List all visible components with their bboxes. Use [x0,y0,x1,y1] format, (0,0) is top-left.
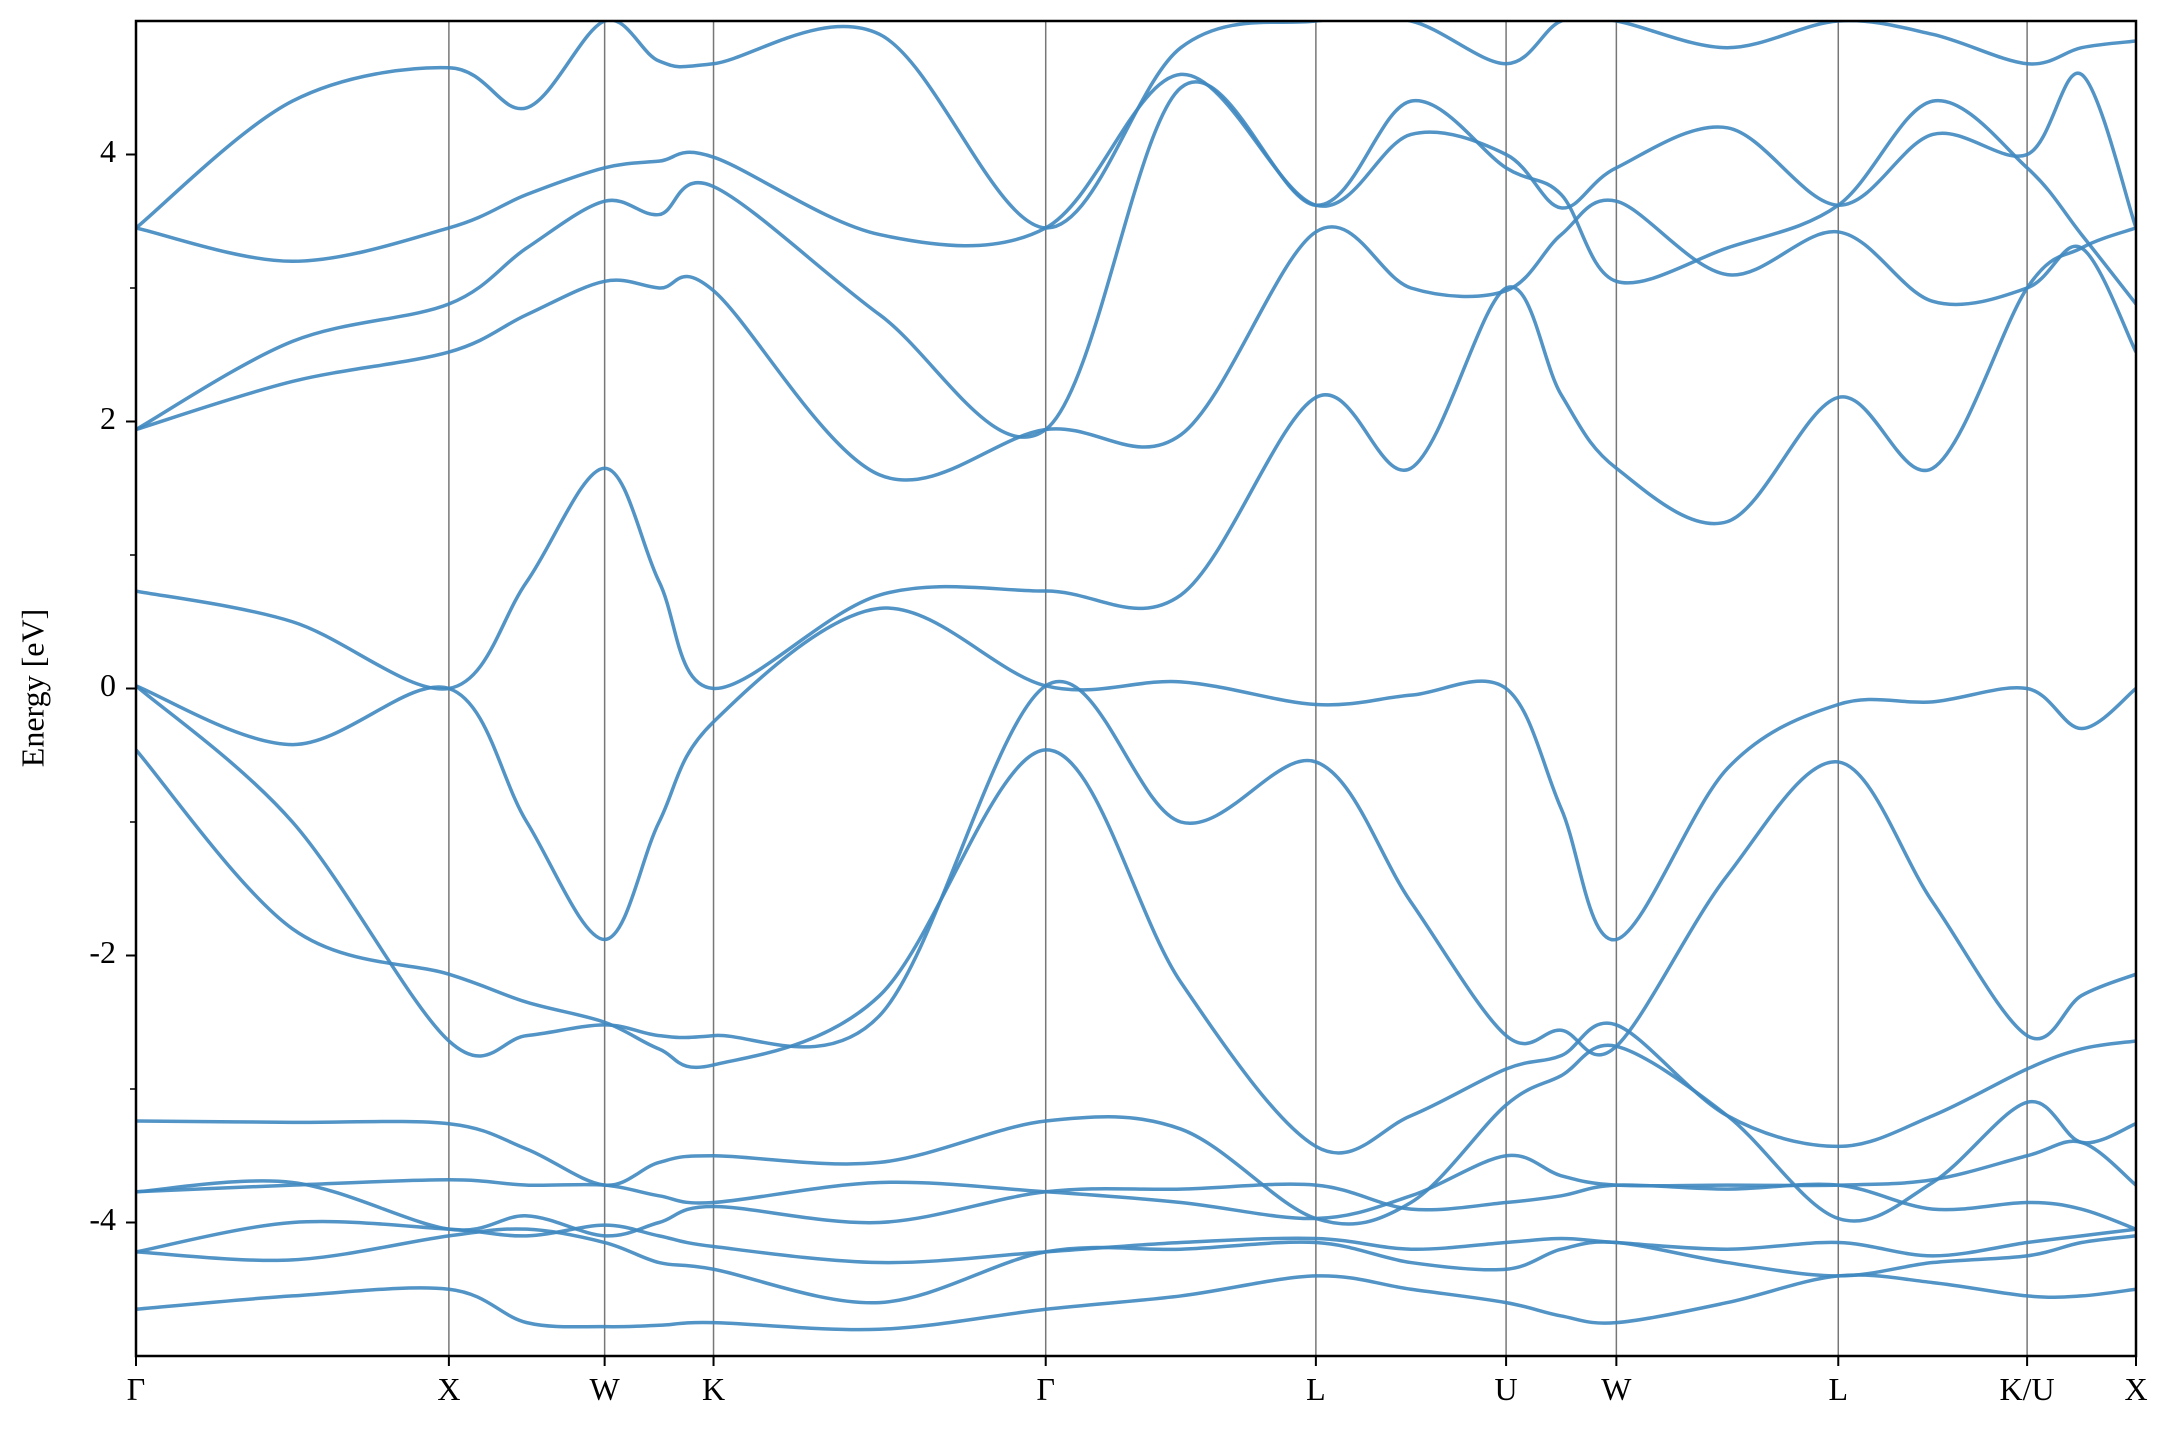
band-line [136,1227,2136,1305]
band-line [136,198,2136,482]
band-line [136,1179,2136,1238]
band-line [136,1219,2136,1265]
x-tick-label: W [1601,1371,1632,1407]
band-line [136,1273,2136,1332]
y-tick-label: 4 [100,133,116,169]
band-line [136,80,2136,439]
y-tick-label: -2 [89,934,116,970]
x-tick-label: Γ [1036,1371,1055,1407]
x-tick-label: K/U [2000,1371,2055,1407]
band-line [136,226,2136,691]
x-tick-label: L [1829,1371,1849,1407]
axes: Γ X W K Γ L U W L K/U X -4 -2 0 2 4 [89,133,2147,1407]
x-tick-label: Γ [127,1371,146,1407]
y-tick-label: 2 [100,400,116,436]
x-tick-label: K [702,1371,725,1407]
band-line [136,606,2136,942]
band-line [136,1043,2136,1226]
y-tick-label: -4 [89,1201,116,1237]
band-line [136,679,2136,1058]
x-tick-label: X [2124,1371,2147,1407]
band-line [136,71,2136,264]
y-tick-label: 0 [100,667,116,703]
y-axis-label: Energy [eV] [14,609,50,767]
band-line [136,21,2136,230]
band-line [136,1139,2136,1221]
x-tick-label: X [437,1371,460,1407]
x-tick-label: W [590,1371,621,1407]
x-tick-label: L [1306,1371,1326,1407]
band-line [136,748,2136,1155]
bands [136,21,2136,1332]
x-tick-label: U [1495,1371,1518,1407]
